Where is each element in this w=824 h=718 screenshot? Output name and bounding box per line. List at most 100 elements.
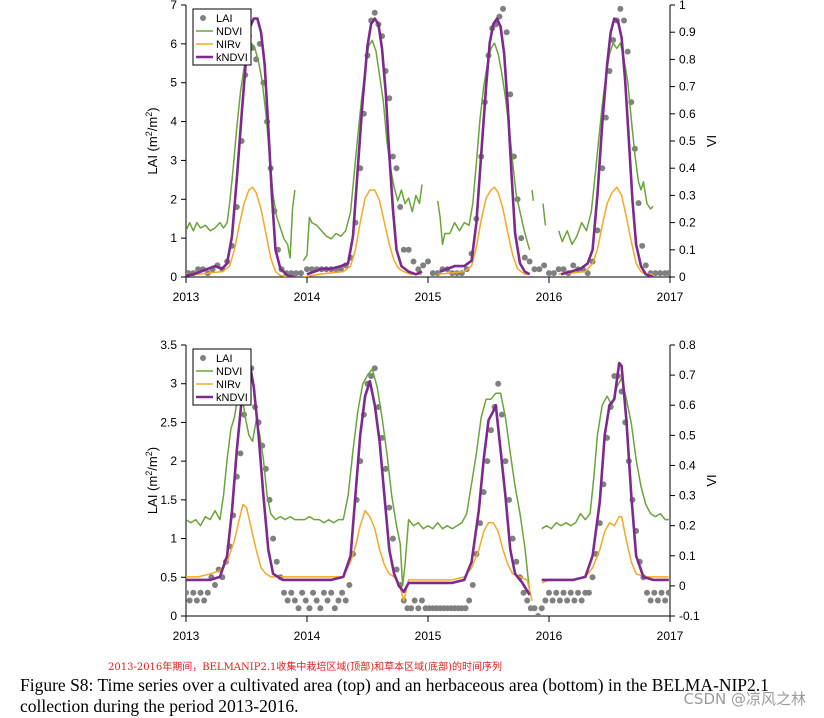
y2-tick-label: -0.1 <box>679 609 700 623</box>
lai-point <box>186 589 189 596</box>
ndvi-line <box>436 42 531 251</box>
lai-point <box>405 246 412 253</box>
lai-point <box>555 266 562 273</box>
nirv-line <box>186 503 533 602</box>
lai-point <box>371 365 378 372</box>
lai-point <box>599 165 606 172</box>
chart-panel-1: 2013 2014 2015 2016 2017 0 1 2 3 4 5 6 7 0 0.1 0.2 0.3 0.… <box>144 0 719 304</box>
lai-point <box>567 589 574 596</box>
legend-ndvi-label: NDVI <box>216 366 242 378</box>
lai-point <box>589 574 596 581</box>
lai-point <box>556 597 563 604</box>
y2-tick-label: 1 <box>679 0 686 12</box>
y2-tick-label: 0.4 <box>679 161 696 175</box>
legend-kndvi-label: kNDVI <box>216 392 248 404</box>
lai-point <box>400 246 407 253</box>
lai-point <box>193 597 200 604</box>
lai-point <box>212 582 219 589</box>
nirv-line <box>303 189 422 277</box>
lai-point <box>531 266 538 273</box>
y-tick-label: 0.5 <box>160 570 177 584</box>
lai-point <box>288 270 295 277</box>
lai-point <box>293 270 300 277</box>
lai-point <box>288 589 295 596</box>
legend-lai-label: LAI <box>216 13 233 25</box>
y2-tick-label: 0.2 <box>679 519 696 533</box>
y2-tick-label: 0.1 <box>679 243 696 257</box>
ndvi-line <box>557 42 654 246</box>
lai-point <box>509 535 516 542</box>
lai-point <box>393 165 400 172</box>
ndvi-line <box>186 42 296 259</box>
lai-point <box>386 504 393 511</box>
lai-point <box>506 496 513 503</box>
y-tick-label: 0 <box>170 270 177 284</box>
lai-point <box>397 204 404 211</box>
y2-tick-label: 0.6 <box>679 107 696 121</box>
lai-point <box>190 589 197 596</box>
lai-point <box>410 258 417 265</box>
x-tick-label: 2015 <box>415 290 442 304</box>
y-tick-label: 6 <box>170 37 177 51</box>
lai-point <box>328 589 335 596</box>
lai-point <box>368 372 375 379</box>
lai-point <box>665 589 670 596</box>
x-tick-label: 2013 <box>173 290 200 304</box>
lai-point <box>570 262 577 269</box>
nirv-line <box>541 515 669 584</box>
lai-point <box>302 597 309 604</box>
lai-point <box>346 582 353 589</box>
lai-point <box>538 605 545 612</box>
lai-point <box>297 270 304 277</box>
lai-point <box>487 427 494 434</box>
lai-point <box>651 589 658 596</box>
lai-point <box>371 9 378 16</box>
lai-point <box>518 235 525 242</box>
x-tick-label: 2013 <box>173 629 200 643</box>
lai-point <box>658 589 665 596</box>
lai-point <box>342 597 349 604</box>
ndvi-line <box>542 203 547 226</box>
legend-nirv-label: NIRv <box>216 39 241 51</box>
lai-point <box>502 458 509 465</box>
lai-point <box>535 613 542 616</box>
legend-ndvi-label: NDVI <box>216 26 242 38</box>
lai-point <box>642 262 649 269</box>
x-tick-label: 2016 <box>536 629 563 643</box>
lai-point <box>654 597 661 604</box>
lai-point <box>408 605 415 612</box>
lai-point <box>304 266 310 273</box>
lai-point <box>662 597 669 604</box>
chinese-caption: 2013-2016年期间，BELMANIP2.1收集中栽培区域(顶部)和草本区域… <box>108 662 502 673</box>
lai-point <box>526 258 533 265</box>
lai-point <box>546 270 552 277</box>
lai-point <box>324 597 331 604</box>
lai-point <box>415 605 422 612</box>
lai-point <box>484 458 491 465</box>
lai-point <box>204 589 211 596</box>
y-tick-label: 1 <box>170 532 177 546</box>
lai-point <box>617 5 624 12</box>
lai-point <box>507 91 514 98</box>
y2-tick-label: 0.1 <box>679 549 696 563</box>
ndvi-line <box>541 377 669 530</box>
lai-point <box>469 582 476 589</box>
lai-point <box>585 589 592 596</box>
y-tick-label: 2 <box>170 192 177 206</box>
nirv-line <box>186 186 296 277</box>
y-tick-label: 0 <box>170 609 177 623</box>
y-tick-label: 2.5 <box>160 415 177 429</box>
x-tick-label: 2015 <box>415 629 442 643</box>
y2-tick-label: 0.6 <box>679 398 696 412</box>
lai-point <box>415 266 422 273</box>
y-tick-label: 5 <box>170 76 177 90</box>
lai-point <box>317 605 324 612</box>
lai-point <box>434 270 441 277</box>
lai-point <box>635 200 642 207</box>
lai-point <box>500 5 507 12</box>
lai-point <box>520 589 527 596</box>
lai-point <box>418 597 425 604</box>
lai-point <box>652 270 659 277</box>
lai-point <box>429 270 436 277</box>
